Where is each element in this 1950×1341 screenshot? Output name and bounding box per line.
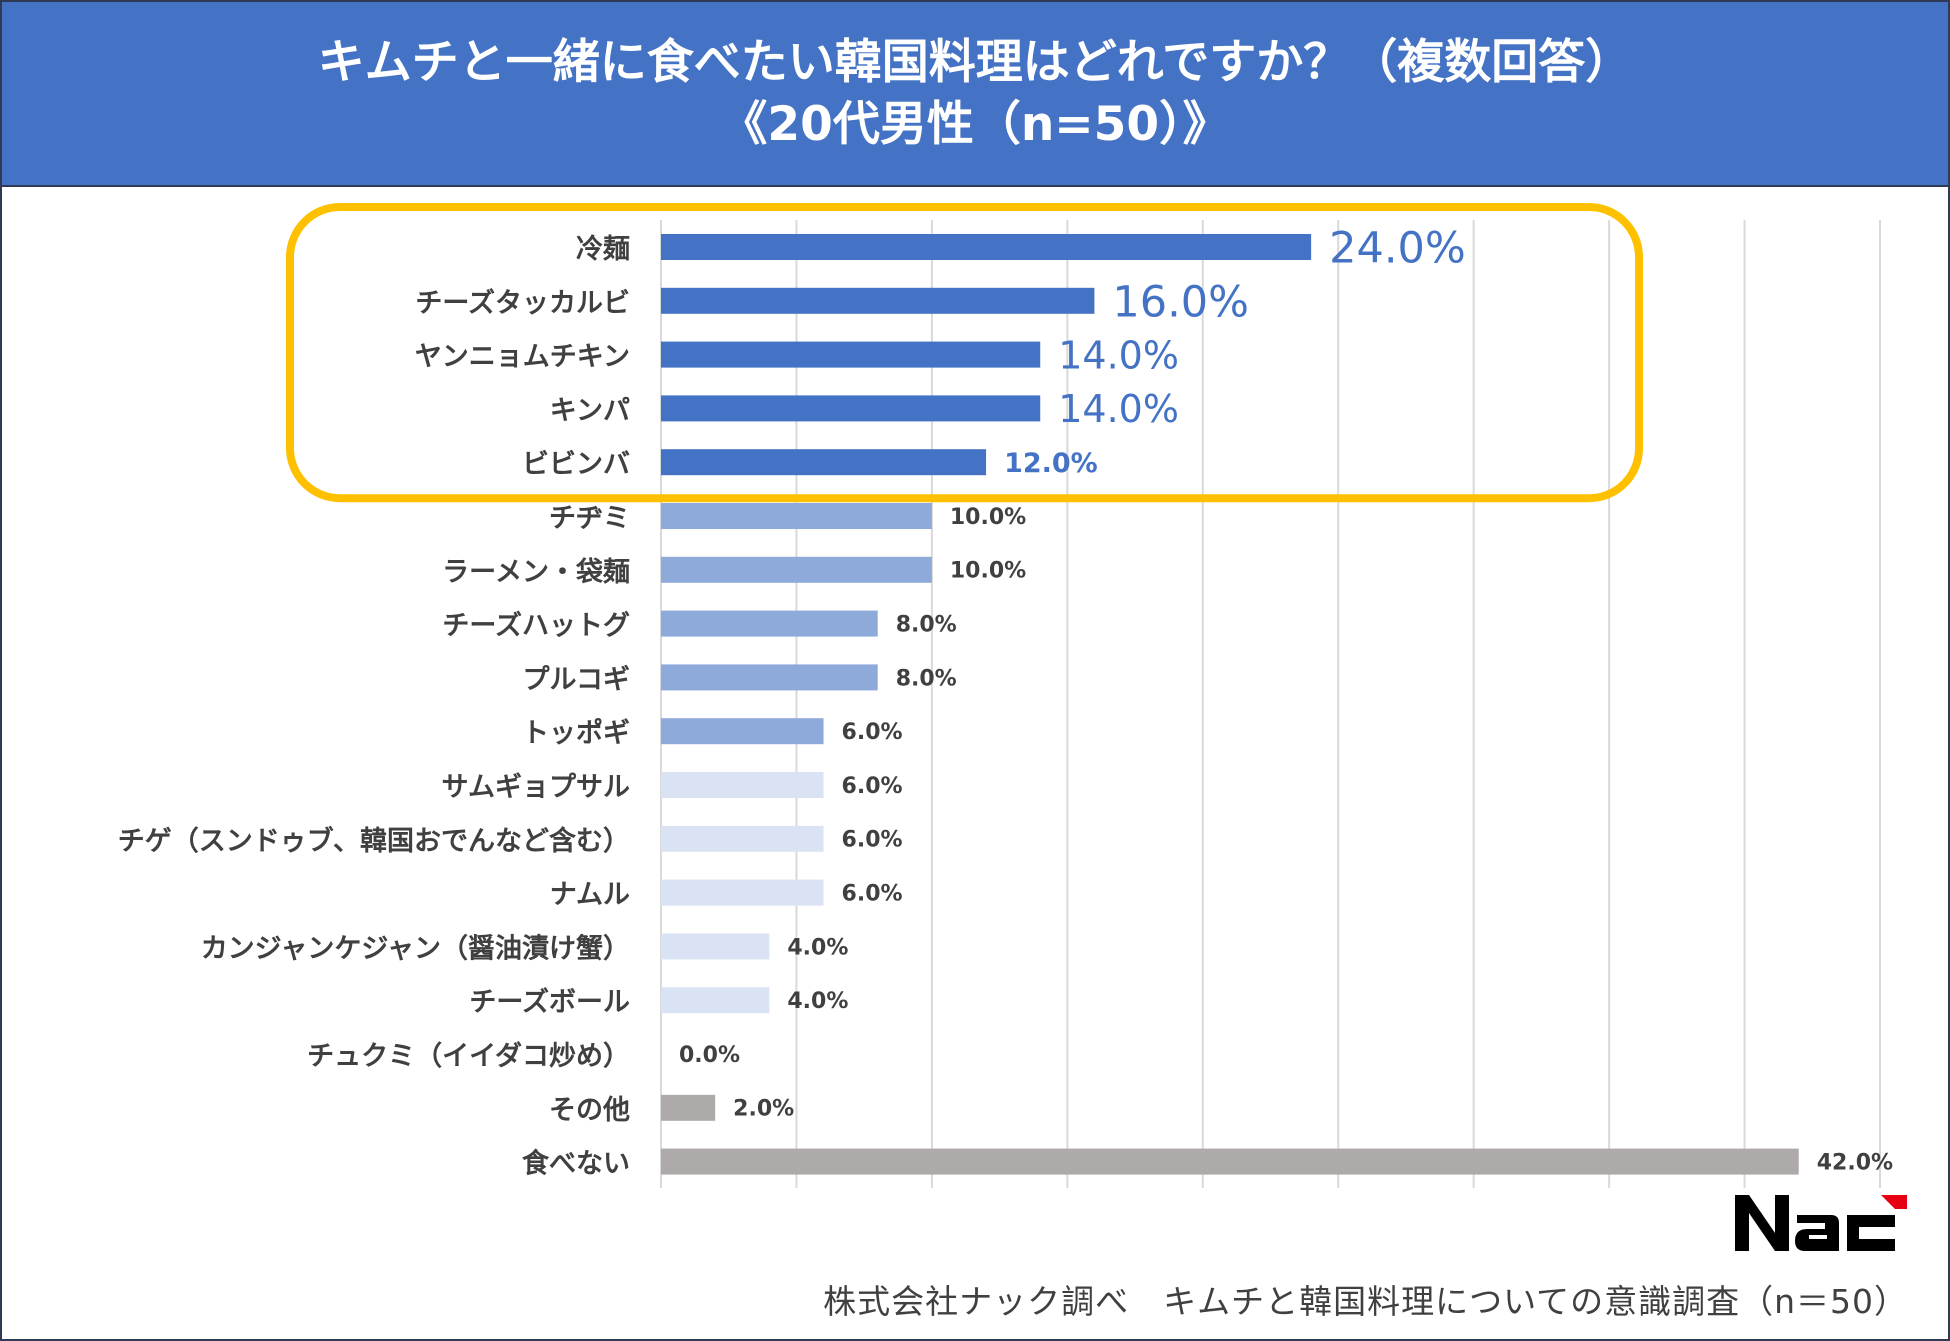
value-label: 6.0%: [842, 774, 903, 799]
category-label: その他: [549, 1095, 630, 1126]
value-label: 6.0%: [842, 828, 903, 853]
bar: [661, 341, 1041, 368]
category-label: チュクミ（イイダコ炒め）: [307, 1040, 630, 1072]
category-label: ラーメン・袋麺: [442, 557, 630, 588]
value-label: 14.0%: [1058, 387, 1179, 431]
category-label: キンパ: [550, 395, 630, 426]
value-label: 0.0%: [679, 1043, 740, 1068]
value-label: 4.0%: [787, 989, 848, 1014]
category-label: 食べない: [522, 1148, 630, 1180]
value-label: 8.0%: [896, 666, 957, 691]
value-label: 2.0%: [733, 1097, 794, 1122]
value-label: 10.0%: [950, 559, 1026, 584]
value-label: 4.0%: [787, 935, 848, 960]
value-label: 12.0%: [1004, 448, 1098, 479]
category-label: サムギョプサル: [442, 772, 630, 803]
value-label: 8.0%: [896, 613, 957, 638]
bar: [661, 718, 824, 745]
nac-logo: [1735, 1195, 1907, 1251]
bar: [661, 987, 770, 1014]
category-label: カンジャンケジャン（醤油漬け蟹）: [201, 933, 630, 964]
category-label: チーズハットグ: [442, 610, 630, 642]
bar: [661, 234, 1312, 260]
category-label: ヤンニョムチキン: [415, 342, 630, 373]
bar: [661, 610, 878, 637]
bar: [661, 1148, 1799, 1175]
highlight-box: [286, 203, 1643, 503]
value-label: 6.0%: [842, 882, 903, 907]
category-label: 冷麺: [576, 234, 630, 265]
bar: [661, 503, 932, 529]
bar: [661, 825, 824, 852]
bar: [661, 556, 932, 583]
category-label: プルコギ: [523, 664, 630, 695]
category-label: チゲ（スンドゥブ、韓国おでんなど含む）: [118, 825, 630, 857]
bar: [661, 395, 1041, 422]
category-label: チーズボール: [469, 986, 630, 1018]
category-label: チヂミ: [549, 503, 630, 534]
value-label: 42.0%: [1817, 1151, 1893, 1176]
bar: [661, 879, 824, 906]
bar: [661, 933, 770, 960]
bar: [661, 1094, 716, 1121]
bar: [661, 664, 878, 691]
chart-title-line2: 《20代男性（n=50）》: [720, 96, 1230, 152]
category-label: トッポギ: [522, 718, 630, 749]
category-label: ナムル: [550, 880, 630, 911]
bar: [661, 772, 824, 798]
source-footer: 株式会社ナック調べ キムチと韓国料理についての意識調査（n＝50）: [823, 1282, 1908, 1321]
value-label: 16.0%: [1112, 277, 1249, 327]
value-label: 6.0%: [842, 720, 903, 745]
category-label: チーズタッカルビ: [415, 287, 630, 319]
category-label: ビビンバ: [522, 449, 630, 480]
bar: [661, 449, 987, 476]
title-banner: キムチと一緒に食べたい韓国料理はどれですか？（複数回答） 《20代男性（n=50…: [2, 2, 1948, 187]
bar: [661, 287, 1095, 314]
value-label: 24.0%: [1329, 223, 1466, 273]
chart-title-line1: キムチと一緒に食べたい韓国料理はどれですか？（複数回答）: [317, 34, 1633, 90]
value-label: 10.0%: [950, 505, 1026, 530]
value-label: 14.0%: [1058, 333, 1179, 377]
